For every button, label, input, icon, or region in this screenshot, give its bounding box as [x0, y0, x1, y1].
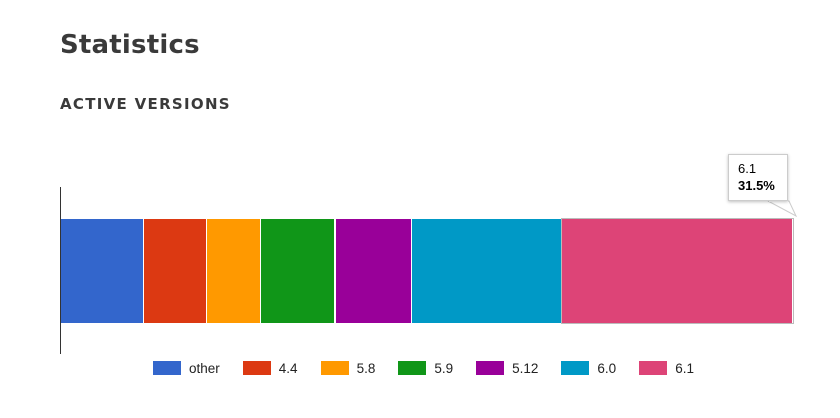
bar-segment-other[interactable]	[61, 219, 144, 323]
legend-swatch	[476, 361, 505, 375]
legend-item-4-4[interactable]: 4.4	[242, 360, 298, 376]
tooltip-label: 6.1	[738, 161, 757, 176]
bar-segment-6-0[interactable]	[412, 219, 563, 323]
legend-swatch	[320, 361, 349, 375]
legend-label: 4.4	[278, 360, 298, 376]
y-axis-line	[60, 187, 61, 354]
legend-item-6-1[interactable]: 6.1	[639, 361, 694, 376]
legend-label: 5.12	[512, 360, 539, 376]
legend-label: 5.8	[356, 360, 376, 376]
legend-swatch	[561, 361, 590, 375]
stacked-bar	[61, 218, 794, 324]
section-title: ACTIVE VERSIONS	[60, 95, 231, 113]
legend-item-5-8[interactable]: 5.8	[320, 360, 376, 376]
legend-swatch	[153, 361, 181, 375]
bar-segment-6-1[interactable]	[561, 218, 794, 324]
legend-label: other	[189, 360, 220, 376]
legend-item-5-9[interactable]: 5.9	[398, 361, 453, 376]
chart-legend: other 4.4 5.8 5.9 5.12 6.0 6.1	[153, 358, 717, 378]
legend-item-6-0[interactable]: 6.0	[561, 361, 616, 376]
tooltip-value: 31.5%	[738, 178, 775, 193]
page-title: Statistics	[60, 30, 200, 60]
legend-label: 6.1	[675, 360, 694, 376]
legend-label: 6.0	[597, 360, 617, 376]
bar-segment-5-12[interactable]	[335, 219, 413, 323]
tooltip: 6.1 31.5%	[728, 154, 788, 201]
legend-label: 5.9	[434, 360, 454, 376]
legend-swatch	[242, 361, 271, 375]
legend-item-other[interactable]: other	[153, 361, 220, 376]
bar-segment-5-8[interactable]	[207, 219, 261, 323]
legend-swatch	[398, 361, 427, 375]
legend-item-5-12[interactable]: 5.12	[476, 361, 538, 376]
bar-segment-4-4[interactable]	[143, 219, 208, 323]
legend-swatch	[639, 361, 668, 375]
bar-segment-5-9[interactable]	[260, 219, 336, 323]
